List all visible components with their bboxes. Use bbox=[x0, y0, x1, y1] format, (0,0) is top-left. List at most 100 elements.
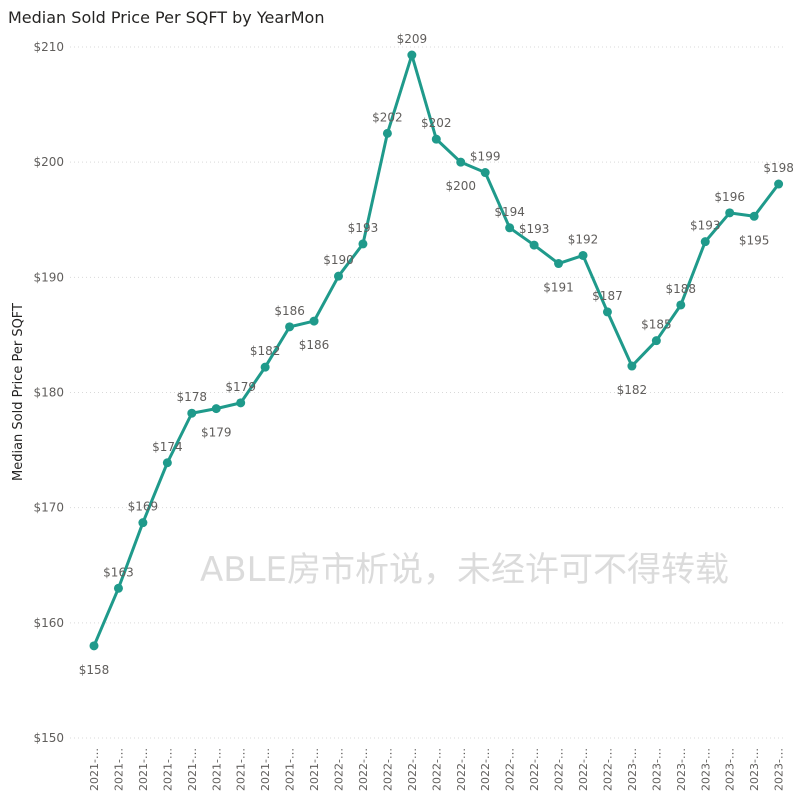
data-label: $193 bbox=[690, 219, 721, 233]
x-tick-label: 2023-… bbox=[650, 748, 663, 791]
data-point[interactable] bbox=[529, 240, 539, 250]
x-tick-label: 2022-… bbox=[528, 748, 541, 791]
data-label: $186 bbox=[274, 304, 305, 318]
data-point[interactable] bbox=[382, 128, 392, 138]
x-tick-label: 2021-… bbox=[259, 748, 272, 791]
data-label: $186 bbox=[299, 338, 330, 352]
y-tick-label: $210 bbox=[33, 40, 64, 54]
x-tick-label: 2021-… bbox=[284, 748, 297, 791]
y-axis: $150 $160 $170 $180 $190 $200 $210 bbox=[33, 40, 64, 745]
x-tick-label: 2022-… bbox=[553, 748, 566, 791]
data-label: $209 bbox=[397, 32, 428, 46]
data-label: $193 bbox=[348, 221, 379, 235]
x-tick-label: 2021-… bbox=[210, 748, 223, 791]
x-tick-label: 2022-… bbox=[577, 748, 590, 791]
data-label: $188 bbox=[666, 282, 697, 296]
data-point[interactable] bbox=[113, 583, 123, 593]
x-tick-label: 2022-… bbox=[381, 748, 394, 791]
y-tick-label: $160 bbox=[33, 616, 64, 630]
data-point[interactable] bbox=[749, 211, 759, 221]
data-label: $182 bbox=[617, 383, 648, 397]
data-point[interactable] bbox=[431, 134, 441, 144]
data-label: $179 bbox=[225, 380, 256, 394]
data-point[interactable] bbox=[407, 50, 417, 60]
data-label: $199 bbox=[470, 150, 501, 164]
data-point[interactable] bbox=[334, 271, 343, 281]
data-label: $195 bbox=[739, 233, 770, 247]
x-tick-label: 2022-… bbox=[406, 748, 419, 791]
data-labels: $158 $163 $169 $174 $178 $179 $179 $182 $186 $186… bbox=[79, 32, 794, 677]
data-label: $202 bbox=[372, 110, 403, 124]
gridlines bbox=[70, 46, 783, 739]
x-tick-label: 2021-… bbox=[161, 748, 174, 791]
x-axis: 2021-… 2021-… 2021-… 2021-… 2021-… 2021-… 2021… bbox=[88, 748, 786, 791]
y-tick-label: $150 bbox=[33, 731, 64, 745]
data-label: $200 bbox=[445, 179, 476, 193]
data-label: $182 bbox=[250, 344, 281, 358]
x-tick-label: 2021-… bbox=[112, 748, 125, 791]
x-tick-label: 2021-… bbox=[308, 748, 321, 791]
data-point[interactable] bbox=[309, 316, 319, 326]
data-point[interactable] bbox=[162, 458, 172, 468]
x-tick-label: 2022-… bbox=[333, 748, 346, 791]
data-point[interactable] bbox=[236, 398, 246, 408]
x-tick-label: 2022-… bbox=[430, 748, 443, 791]
data-label: $158 bbox=[79, 663, 110, 677]
x-tick-label: 2021-… bbox=[186, 748, 199, 791]
data-point[interactable] bbox=[505, 223, 515, 233]
x-tick-label: 2022-… bbox=[601, 748, 614, 791]
data-label: $174 bbox=[152, 440, 183, 454]
data-point[interactable] bbox=[89, 641, 99, 651]
x-tick-label: 2021-… bbox=[88, 748, 101, 791]
data-label: $193 bbox=[519, 222, 550, 236]
data-label: $179 bbox=[201, 426, 232, 440]
data-label: $194 bbox=[494, 205, 525, 219]
x-tick-label: 2023-… bbox=[626, 748, 639, 791]
data-point[interactable] bbox=[480, 168, 490, 178]
x-tick-label: 2022-… bbox=[504, 748, 517, 791]
data-point[interactable] bbox=[774, 179, 784, 189]
data-label: $169 bbox=[128, 500, 159, 514]
data-point[interactable] bbox=[651, 336, 661, 346]
data-label: $190 bbox=[323, 253, 354, 267]
data-point[interactable] bbox=[676, 300, 686, 310]
data-label: $192 bbox=[568, 232, 599, 246]
series-line-group bbox=[89, 50, 784, 651]
x-tick-label: 2022-… bbox=[357, 748, 370, 791]
data-label: $202 bbox=[421, 116, 452, 130]
y-tick-label: $170 bbox=[33, 501, 64, 515]
data-label: $187 bbox=[592, 289, 623, 303]
data-label: $196 bbox=[714, 190, 745, 204]
data-point[interactable] bbox=[358, 239, 368, 249]
data-point[interactable] bbox=[260, 362, 270, 372]
data-point[interactable] bbox=[578, 250, 588, 260]
y-tick-label: $190 bbox=[33, 270, 64, 284]
data-label: $191 bbox=[543, 281, 574, 295]
data-point[interactable] bbox=[187, 408, 197, 418]
data-label: $198 bbox=[763, 161, 794, 175]
data-point[interactable] bbox=[627, 361, 637, 371]
x-tick-label: 2023-… bbox=[699, 748, 712, 791]
y-tick-label: $180 bbox=[33, 386, 64, 400]
data-point[interactable] bbox=[602, 307, 612, 317]
data-point[interactable] bbox=[138, 518, 148, 528]
data-label: $178 bbox=[177, 390, 208, 404]
x-tick-label: 2023-… bbox=[773, 748, 786, 791]
x-tick-label: 2021-… bbox=[235, 748, 248, 791]
data-point[interactable] bbox=[725, 208, 735, 218]
data-label: $163 bbox=[103, 565, 134, 579]
data-point[interactable] bbox=[554, 259, 564, 269]
y-axis-label: Median Sold Price Per SQFT bbox=[11, 303, 26, 481]
watermark: ABLE房市析说，未经许可不得转载 bbox=[200, 550, 729, 590]
data-point[interactable] bbox=[456, 157, 466, 167]
x-tick-label: 2021-… bbox=[137, 748, 150, 791]
data-point[interactable] bbox=[700, 237, 710, 247]
data-label: $185 bbox=[641, 318, 672, 332]
data-point[interactable] bbox=[211, 404, 221, 414]
x-tick-label: 2023-… bbox=[675, 748, 688, 791]
x-tick-label: 2022-… bbox=[479, 748, 492, 791]
x-tick-label: 2022-… bbox=[455, 748, 468, 791]
x-tick-label: 2023-… bbox=[724, 748, 737, 791]
data-point[interactable] bbox=[285, 322, 295, 332]
